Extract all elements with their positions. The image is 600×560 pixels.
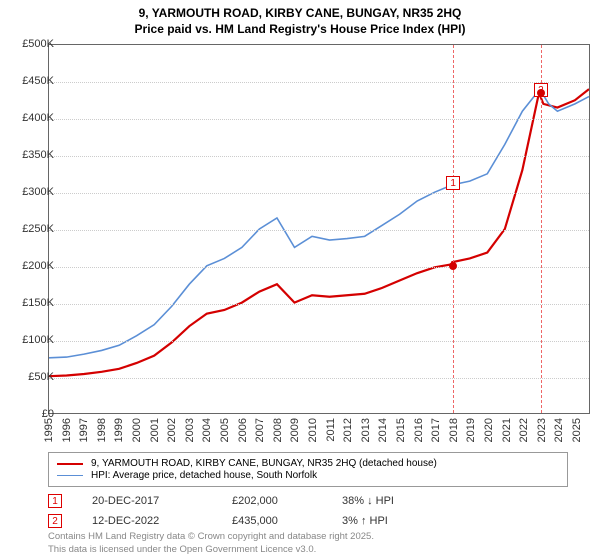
y-axis-label: £400K — [22, 112, 54, 124]
x-axis-label: 2021 — [501, 418, 513, 442]
x-axis-label: 1997 — [78, 418, 90, 442]
legend-box: 9, YARMOUTH ROAD, KIRBY CANE, BUNGAY, NR… — [48, 452, 568, 487]
attribution-line2: This data is licensed under the Open Gov… — [48, 544, 374, 556]
chart-title: 9, YARMOUTH ROAD, KIRBY CANE, BUNGAY, NR… — [0, 0, 600, 37]
x-axis-label: 2001 — [149, 418, 161, 442]
annotation-row-2: 2 12-DEC-2022 £435,000 3% ↑ HPI — [48, 514, 388, 528]
y-axis-label: £450K — [22, 75, 54, 87]
x-axis-label: 2020 — [483, 418, 495, 442]
x-axis-label: 1995 — [43, 418, 55, 442]
x-axis-label: 2019 — [465, 418, 477, 442]
x-axis-label: 2017 — [430, 418, 442, 442]
x-axis-label: 2003 — [184, 418, 196, 442]
y-axis-label: £50K — [28, 371, 54, 383]
gridline-h — [49, 193, 589, 194]
x-axis-label: 2008 — [272, 418, 284, 442]
gridline-h — [49, 378, 589, 379]
x-axis-label: 2004 — [201, 418, 213, 442]
x-axis-label: 2015 — [395, 418, 407, 442]
marker-box-1: 1 — [446, 176, 460, 190]
x-axis-label: 2010 — [307, 418, 319, 442]
marker-vline-1 — [453, 45, 454, 413]
x-axis-label: 1998 — [96, 418, 108, 442]
y-axis-label: £300K — [22, 186, 54, 198]
y-axis-label: £250K — [22, 223, 54, 235]
annotation-date-1: 20-DEC-2017 — [92, 495, 202, 507]
annotation-marker-1: 1 — [48, 494, 62, 508]
y-axis-label: £200K — [22, 260, 54, 272]
title-line2: Price paid vs. HM Land Registry's House … — [0, 22, 600, 38]
legend-label-1: 9, YARMOUTH ROAD, KIRBY CANE, BUNGAY, NR… — [91, 458, 437, 469]
legend-label-2: HPI: Average price, detached house, Sout… — [91, 470, 317, 481]
y-axis-label: £100K — [22, 334, 54, 346]
y-axis-label: £350K — [22, 149, 54, 161]
annotation-marker-2: 2 — [48, 514, 62, 528]
gridline-h — [49, 267, 589, 268]
legend-swatch-1 — [57, 463, 83, 465]
chart-plot-area: 12 — [48, 44, 590, 414]
x-axis-label: 2005 — [219, 418, 231, 442]
gridline-h — [49, 82, 589, 83]
annotation-delta-2: 3% ↑ HPI — [342, 515, 388, 527]
series-hpi — [49, 89, 589, 358]
title-line1: 9, YARMOUTH ROAD, KIRBY CANE, BUNGAY, NR… — [0, 6, 600, 22]
x-axis-label: 2016 — [413, 418, 425, 442]
attribution-line1: Contains HM Land Registry data © Crown c… — [48, 531, 374, 543]
x-axis-label: 2024 — [553, 418, 565, 442]
annotation-price-2: £435,000 — [232, 515, 312, 527]
x-axis-label: 2006 — [237, 418, 249, 442]
x-axis-label: 2018 — [448, 418, 460, 442]
x-axis-label: 1996 — [61, 418, 73, 442]
chart-svg — [49, 45, 589, 413]
attribution: Contains HM Land Registry data © Crown c… — [48, 531, 374, 556]
x-axis-label: 1999 — [113, 418, 125, 442]
legend-item-price-paid: 9, YARMOUTH ROAD, KIRBY CANE, BUNGAY, NR… — [57, 458, 559, 469]
x-axis-label: 2022 — [518, 418, 530, 442]
x-axis-label: 2011 — [325, 418, 337, 442]
legend-item-hpi: HPI: Average price, detached house, Sout… — [57, 470, 559, 481]
x-axis-label: 2000 — [131, 418, 143, 442]
series-price_paid — [49, 89, 589, 376]
annotation-delta-1: 38% ↓ HPI — [342, 495, 394, 507]
marker-point-1 — [449, 262, 457, 270]
marker-point-2 — [537, 89, 545, 97]
annotation-row-1: 1 20-DEC-2017 £202,000 38% ↓ HPI — [48, 494, 394, 508]
x-axis-label: 2007 — [254, 418, 266, 442]
x-axis-label: 2025 — [571, 418, 583, 442]
x-axis-label: 2009 — [289, 418, 301, 442]
x-axis-label: 2013 — [360, 418, 372, 442]
x-axis-label: 2002 — [166, 418, 178, 442]
marker-vline-2 — [541, 45, 542, 413]
annotation-price-1: £202,000 — [232, 495, 312, 507]
gridline-h — [49, 119, 589, 120]
legend-swatch-2 — [57, 475, 83, 476]
gridline-h — [49, 156, 589, 157]
gridline-h — [49, 230, 589, 231]
gridline-h — [49, 341, 589, 342]
x-axis-label: 2014 — [377, 418, 389, 442]
annotation-date-2: 12-DEC-2022 — [92, 515, 202, 527]
y-axis-label: £500K — [22, 38, 54, 50]
gridline-h — [49, 304, 589, 305]
x-axis-label: 2012 — [342, 418, 354, 442]
y-axis-label: £150K — [22, 297, 54, 309]
x-axis-label: 2023 — [536, 418, 548, 442]
